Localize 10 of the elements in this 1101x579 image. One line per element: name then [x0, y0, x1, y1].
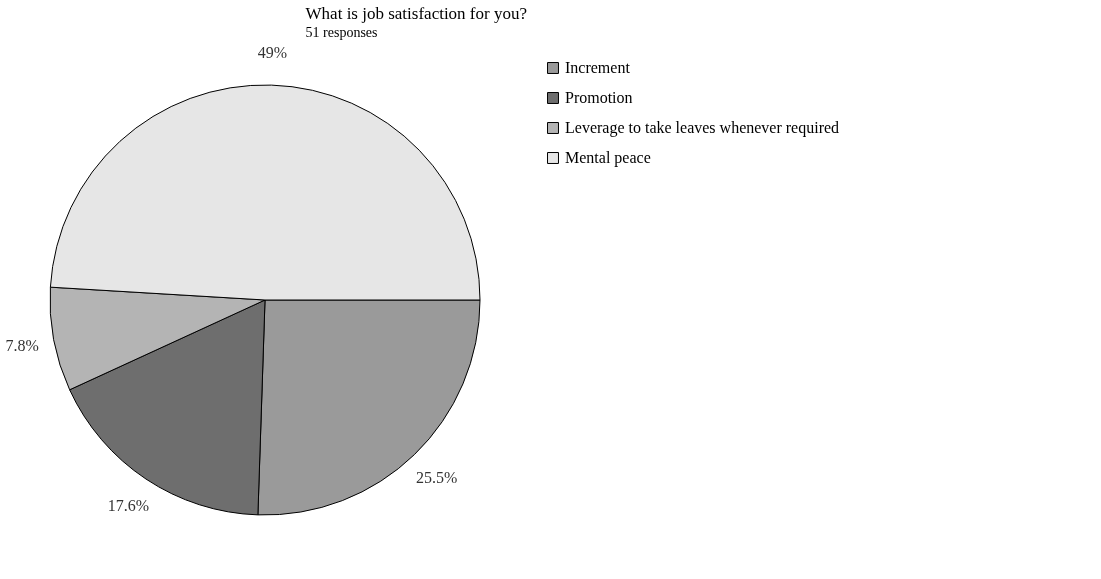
data-label: 25.5% — [416, 468, 458, 486]
legend-label: Leverage to take leaves whenever required — [565, 119, 840, 137]
chart-subtitle: 51 responses — [305, 25, 378, 41]
data-label: 17.6% — [107, 496, 149, 514]
chart-title: What is job satisfaction for you? — [305, 4, 527, 24]
legend-label: Mental peace — [565, 149, 651, 167]
legend-label: Promotion — [565, 89, 633, 106]
data-label: 49% — [257, 44, 288, 62]
data-label: 7.8% — [5, 336, 39, 354]
legend-label: Increment — [565, 59, 631, 76]
